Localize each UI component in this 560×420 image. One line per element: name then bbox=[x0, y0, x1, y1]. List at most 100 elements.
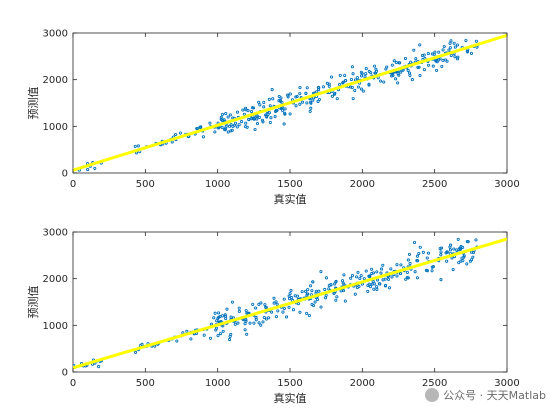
scatter-point bbox=[389, 267, 393, 271]
y-tick-label: 2000 bbox=[43, 75, 68, 86]
scatter-point bbox=[390, 275, 394, 279]
scatter-point bbox=[307, 313, 311, 318]
scatter-point bbox=[274, 300, 278, 304]
scatter-point bbox=[283, 107, 287, 111]
scatter-point bbox=[232, 123, 237, 127]
scatter-point bbox=[241, 108, 245, 112]
scatter-point bbox=[385, 65, 389, 69]
scatter-point bbox=[286, 95, 290, 99]
scatter-point bbox=[276, 309, 280, 313]
x-tick-label: 0 bbox=[70, 378, 76, 389]
scatter-point bbox=[332, 291, 336, 295]
scatter-point bbox=[356, 270, 360, 274]
scatter-point bbox=[274, 315, 278, 319]
scatter-point bbox=[448, 41, 452, 45]
scatter-point bbox=[261, 320, 265, 324]
scatter-point bbox=[288, 92, 292, 96]
y-tick-label: 1000 bbox=[43, 321, 68, 332]
scatter-point bbox=[353, 292, 357, 296]
scatter-point bbox=[219, 117, 223, 122]
scatter-point bbox=[285, 315, 289, 319]
scatter-point bbox=[267, 316, 271, 320]
scatter-point bbox=[264, 317, 268, 321]
scatter-point bbox=[431, 265, 435, 269]
scatter-point bbox=[237, 306, 241, 310]
scatter-point bbox=[298, 92, 302, 96]
x-tick-label: 1000 bbox=[205, 378, 230, 389]
scatter-point bbox=[315, 298, 320, 302]
scatter-point bbox=[351, 72, 355, 76]
scatter-point bbox=[262, 315, 266, 320]
scatter-point bbox=[214, 326, 219, 330]
scatter-point bbox=[319, 305, 323, 309]
x-tick-label: 1000 bbox=[205, 179, 230, 190]
scatter-point bbox=[244, 108, 248, 112]
scatter-point bbox=[355, 76, 359, 80]
scatter-point bbox=[359, 87, 363, 91]
scatter-point bbox=[298, 310, 302, 314]
scatter-point bbox=[459, 244, 463, 249]
scatter-point bbox=[418, 73, 422, 78]
scatter-point bbox=[311, 98, 315, 102]
scatter-point bbox=[227, 337, 232, 342]
scatter-point bbox=[448, 46, 452, 50]
scatter-point bbox=[305, 86, 309, 90]
scatter-point bbox=[371, 280, 375, 284]
scatter-point bbox=[391, 73, 395, 78]
scatter-point bbox=[334, 298, 338, 302]
scatter-point bbox=[435, 68, 439, 72]
subplot-bottom: 0 500 1000 1500 2000 2500 3000 0 1000 2000 3000 真实值… bbox=[27, 228, 520, 406]
scatter-point bbox=[379, 79, 383, 83]
scatter-point bbox=[317, 97, 321, 102]
scatter-point bbox=[414, 57, 418, 61]
scatter-point bbox=[133, 350, 138, 354]
scatter-point bbox=[367, 69, 371, 73]
scatter-point bbox=[449, 39, 453, 43]
scatter-point bbox=[366, 283, 370, 288]
scatter-point bbox=[202, 333, 206, 337]
y-tick-label: 3000 bbox=[43, 228, 68, 239]
scatter-point bbox=[235, 110, 240, 114]
scatter-point bbox=[288, 297, 292, 301]
scatter-point bbox=[349, 276, 353, 280]
scatter-point bbox=[229, 332, 233, 336]
scatter-point bbox=[471, 255, 475, 259]
scatter-point bbox=[283, 112, 287, 116]
plot-area bbox=[73, 33, 507, 172]
scatter-point bbox=[86, 167, 90, 172]
scatter-point bbox=[287, 294, 291, 298]
scatter-point bbox=[306, 288, 310, 292]
scatter-point bbox=[364, 72, 368, 76]
scatter-point bbox=[449, 53, 453, 58]
scatter-point bbox=[370, 267, 374, 271]
scatter-point bbox=[353, 88, 357, 93]
scatter-point bbox=[247, 118, 251, 122]
scatter-point bbox=[252, 106, 256, 110]
scatter-point bbox=[378, 282, 382, 286]
scatter-point bbox=[373, 71, 377, 75]
scatter-point bbox=[218, 315, 222, 319]
scatter-point bbox=[305, 311, 309, 315]
scatter-point bbox=[185, 329, 189, 333]
scatter-point bbox=[213, 130, 217, 134]
scatter-point bbox=[351, 97, 355, 101]
scatter-point bbox=[350, 65, 354, 69]
scatter-point bbox=[468, 259, 473, 263]
scatter-point bbox=[465, 49, 469, 53]
scatter-point bbox=[257, 100, 261, 104]
scatter-point bbox=[330, 94, 334, 98]
scatter-point bbox=[216, 334, 220, 338]
scatter-point bbox=[405, 275, 409, 280]
scatter-point bbox=[208, 336, 213, 340]
scatter-point bbox=[407, 252, 411, 256]
scatter-point bbox=[396, 72, 400, 76]
scatter-point bbox=[245, 332, 249, 336]
scatter-point bbox=[255, 122, 260, 126]
x-axis-label: 真实值 bbox=[274, 192, 307, 206]
scatter-point bbox=[262, 100, 266, 104]
scatter-point bbox=[222, 127, 227, 131]
scatter-point bbox=[413, 270, 417, 274]
scatter-point bbox=[324, 293, 328, 297]
scatter-point bbox=[426, 52, 430, 56]
scatter-point bbox=[375, 285, 379, 289]
